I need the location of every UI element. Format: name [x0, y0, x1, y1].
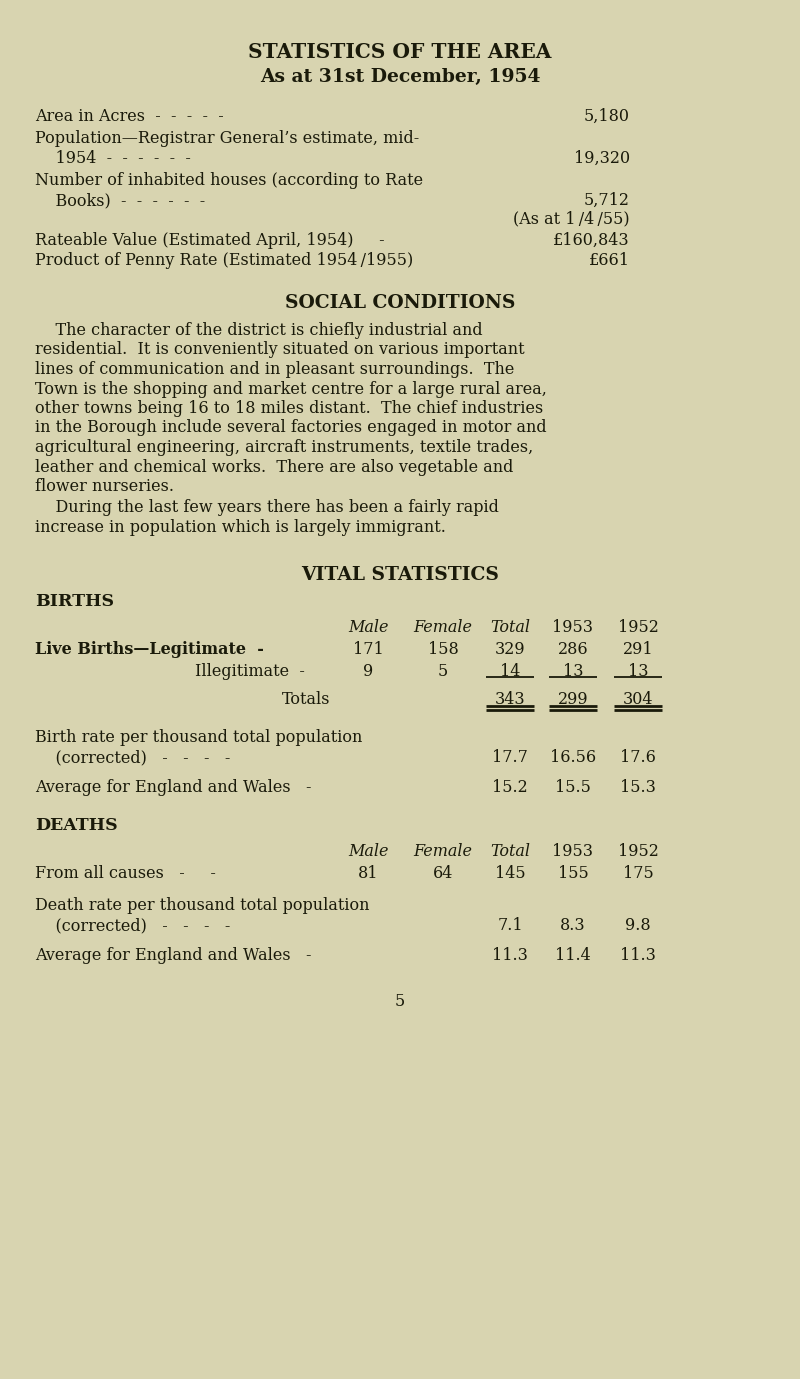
- Text: Town is the shopping and market centre for a large rural area,: Town is the shopping and market centre f…: [35, 381, 547, 397]
- Text: 155: 155: [558, 866, 588, 883]
- Text: BIRTHS: BIRTHS: [35, 593, 114, 610]
- Text: 1953: 1953: [553, 619, 594, 636]
- Text: residential.  It is conveniently situated on various important: residential. It is conveniently situated…: [35, 342, 525, 359]
- Text: From all causes   -     -: From all causes - -: [35, 866, 216, 883]
- Text: 291: 291: [622, 640, 654, 658]
- Text: VITAL STATISTICS: VITAL STATISTICS: [301, 567, 499, 585]
- Text: Average for England and Wales   -: Average for England and Wales -: [35, 947, 311, 964]
- Text: As at 31st December, 1954: As at 31st December, 1954: [260, 68, 540, 85]
- Text: Number of inhabited houses (according to Rate: Number of inhabited houses (according to…: [35, 172, 423, 189]
- Text: 1952: 1952: [618, 844, 658, 860]
- Text: Live Births—Legitimate  -: Live Births—Legitimate -: [35, 640, 264, 658]
- Text: 16.56: 16.56: [550, 750, 596, 767]
- Text: Area in Acres  -  -  -  -  -: Area in Acres - - - - -: [35, 108, 224, 125]
- Text: Birth rate per thousand total population: Birth rate per thousand total population: [35, 729, 362, 746]
- Text: 5: 5: [395, 993, 405, 1011]
- Text: 1953: 1953: [553, 844, 594, 860]
- Text: 145: 145: [494, 866, 526, 883]
- Text: 14: 14: [500, 662, 520, 680]
- Text: Rateable Value (Estimated April, 1954)     -: Rateable Value (Estimated April, 1954) -: [35, 232, 385, 250]
- Text: 17.7: 17.7: [492, 750, 528, 767]
- Text: 64: 64: [433, 866, 453, 883]
- Text: Totals: Totals: [282, 691, 330, 707]
- Text: 5,180: 5,180: [584, 108, 630, 125]
- Text: 5,712: 5,712: [584, 192, 630, 210]
- Text: £160,843: £160,843: [554, 232, 630, 250]
- Text: lines of communication and in pleasant surroundings.  The: lines of communication and in pleasant s…: [35, 361, 514, 378]
- Text: 8.3: 8.3: [560, 917, 586, 935]
- Text: increase in population which is largely immigrant.: increase in population which is largely …: [35, 519, 446, 536]
- Text: 329: 329: [494, 640, 526, 658]
- Text: Product of Penny Rate (Estimated 1954 /1955): Product of Penny Rate (Estimated 1954 /1…: [35, 252, 414, 269]
- Text: 299: 299: [558, 691, 588, 707]
- Text: 81: 81: [358, 866, 378, 883]
- Text: SOCIAL CONDITIONS: SOCIAL CONDITIONS: [285, 294, 515, 312]
- Text: 286: 286: [558, 640, 588, 658]
- Text: STATISTICS OF THE AREA: STATISTICS OF THE AREA: [248, 41, 552, 62]
- Text: 19,320: 19,320: [574, 150, 630, 167]
- Text: £661: £661: [589, 252, 630, 269]
- Text: 13: 13: [628, 662, 648, 680]
- Text: (As at 1 /4 /55): (As at 1 /4 /55): [514, 210, 630, 228]
- Text: 158: 158: [428, 640, 458, 658]
- Text: Female: Female: [414, 619, 473, 636]
- Text: (corrected)   -   -   -   -: (corrected) - - - -: [35, 750, 230, 767]
- Text: The character of the district is chiefly industrial and: The character of the district is chiefly…: [35, 323, 482, 339]
- Text: 1954  -  -  -  -  -  -: 1954 - - - - - -: [35, 150, 191, 167]
- Text: 1952: 1952: [618, 619, 658, 636]
- Text: Total: Total: [490, 619, 530, 636]
- Text: 11.4: 11.4: [555, 947, 591, 964]
- Text: 171: 171: [353, 640, 383, 658]
- Text: 343: 343: [494, 691, 526, 707]
- Text: 175: 175: [622, 866, 654, 883]
- Text: 15.5: 15.5: [555, 779, 591, 797]
- Text: Total: Total: [490, 844, 530, 860]
- Text: Illegitimate  -: Illegitimate -: [195, 662, 305, 680]
- Text: During the last few years there has been a fairly rapid: During the last few years there has been…: [35, 499, 499, 517]
- Text: in the Borough include several factories engaged in motor and: in the Borough include several factories…: [35, 419, 546, 437]
- Text: flower nurseries.: flower nurseries.: [35, 479, 174, 495]
- Text: Female: Female: [414, 844, 473, 860]
- Text: Death rate per thousand total population: Death rate per thousand total population: [35, 898, 370, 914]
- Text: other towns being 16 to 18 miles distant.  The chief industries: other towns being 16 to 18 miles distant…: [35, 400, 543, 416]
- Text: 9.8: 9.8: [625, 917, 651, 935]
- Text: 13: 13: [562, 662, 583, 680]
- Text: (corrected)   -   -   -   -: (corrected) - - - -: [35, 917, 230, 935]
- Text: 17.6: 17.6: [620, 750, 656, 767]
- Text: DEATHS: DEATHS: [35, 818, 118, 834]
- Text: Population—Registrar General’s estimate, mid-: Population—Registrar General’s estimate,…: [35, 130, 419, 148]
- Text: agricultural engineering, aircraft instruments, textile trades,: agricultural engineering, aircraft instr…: [35, 439, 534, 456]
- Text: 9: 9: [363, 662, 373, 680]
- Text: Male: Male: [348, 844, 388, 860]
- Text: leather and chemical works.  There are also vegetable and: leather and chemical works. There are al…: [35, 458, 514, 476]
- Text: Books)  -  -  -  -  -  -: Books) - - - - - -: [35, 192, 206, 210]
- Text: Average for England and Wales   -: Average for England and Wales -: [35, 779, 311, 797]
- Text: 15.2: 15.2: [492, 779, 528, 797]
- Text: 11.3: 11.3: [492, 947, 528, 964]
- Text: Male: Male: [348, 619, 388, 636]
- Text: 15.3: 15.3: [620, 779, 656, 797]
- Text: 11.3: 11.3: [620, 947, 656, 964]
- Text: 304: 304: [622, 691, 654, 707]
- Text: 5: 5: [438, 662, 448, 680]
- Text: 7.1: 7.1: [497, 917, 523, 935]
